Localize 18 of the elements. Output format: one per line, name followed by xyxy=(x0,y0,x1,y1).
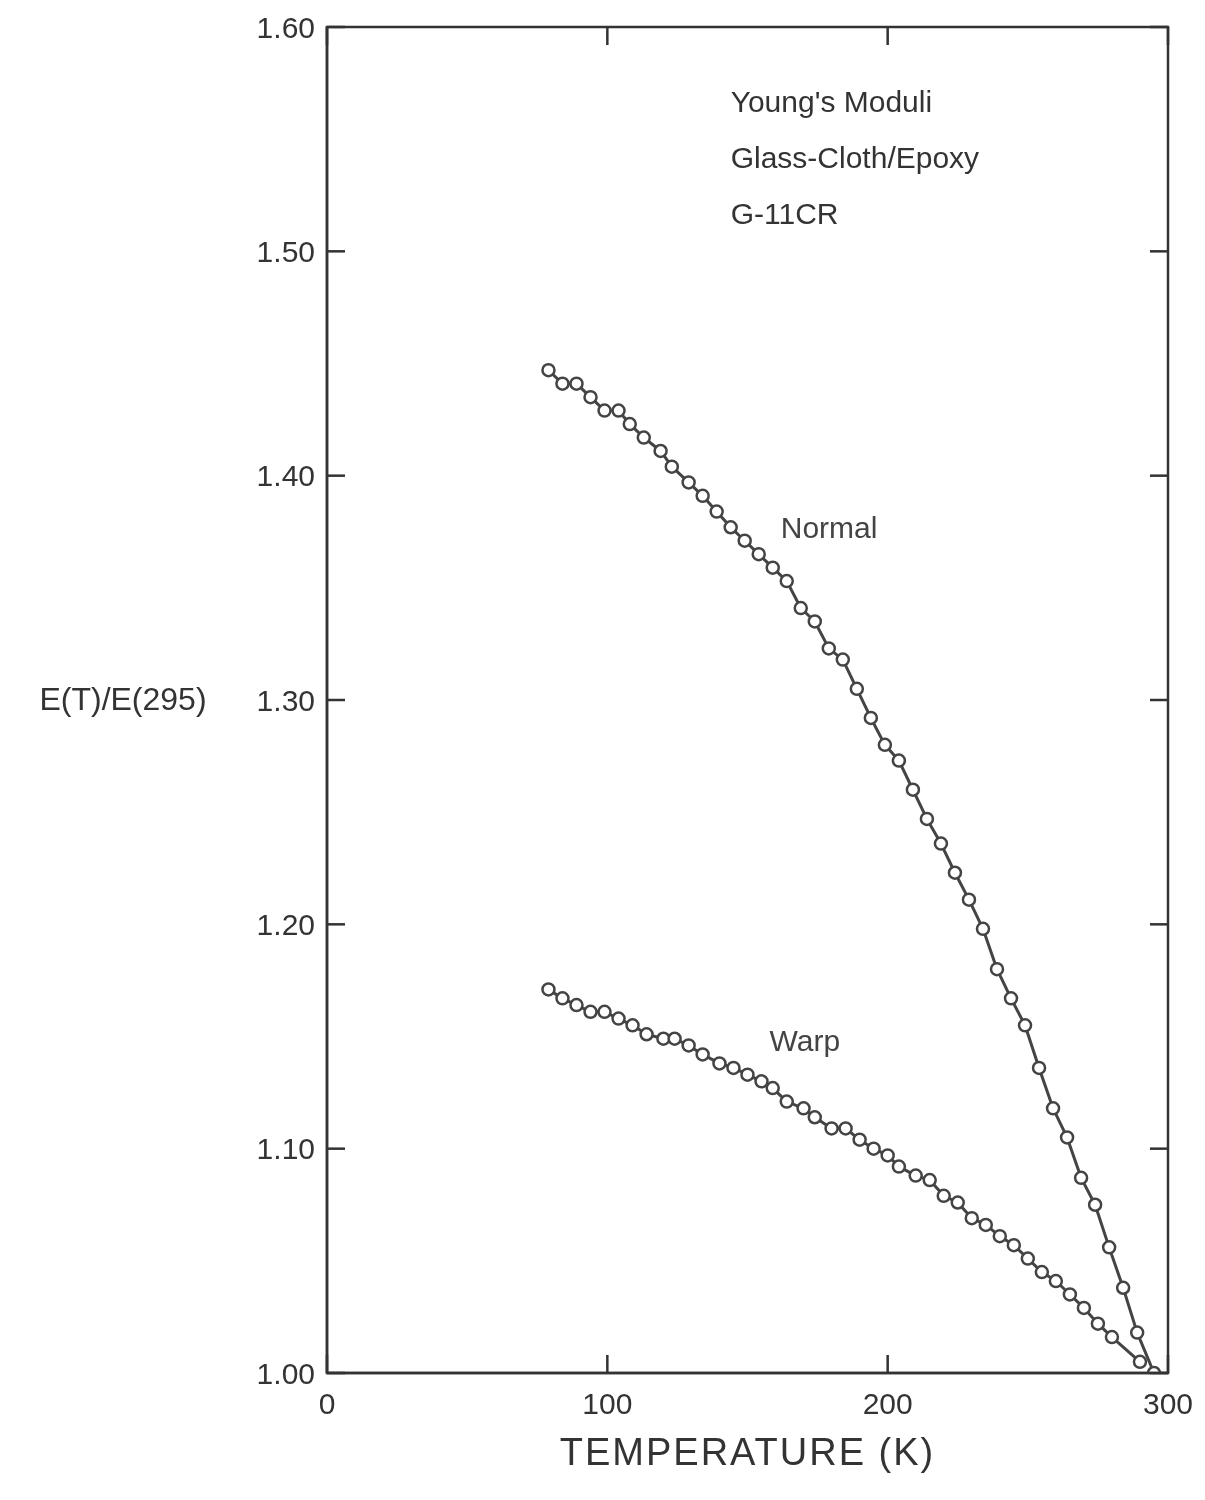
series-label: Warp xyxy=(769,1024,841,1058)
annotation: Glass-Cloth/Epoxy xyxy=(730,141,980,174)
y-axis-title: E(T)/E(295) xyxy=(39,681,207,717)
x-tick-label: 100 xyxy=(582,1387,633,1421)
y-tick-label: 1.20 xyxy=(256,907,315,941)
y-tick-label: 1.30 xyxy=(256,683,315,717)
series-label: Normal xyxy=(780,510,878,544)
annotation: G-11CR xyxy=(730,197,839,230)
x-axis-title: TEMPERATURE (K) xyxy=(559,1431,936,1473)
y-tick-label: 1.60 xyxy=(256,10,315,44)
x-tick-label: 0 xyxy=(318,1387,336,1421)
annotation: Young's Moduli xyxy=(730,85,933,118)
y-tick-label: 1.50 xyxy=(256,234,315,268)
x-tick-label: 300 xyxy=(1142,1387,1194,1421)
y-tick-label: 1.40 xyxy=(256,459,315,493)
y-tick-label: 1.00 xyxy=(256,1356,315,1390)
y-tick-label: 1.10 xyxy=(256,1132,315,1166)
x-tick-label: 200 xyxy=(862,1387,913,1421)
